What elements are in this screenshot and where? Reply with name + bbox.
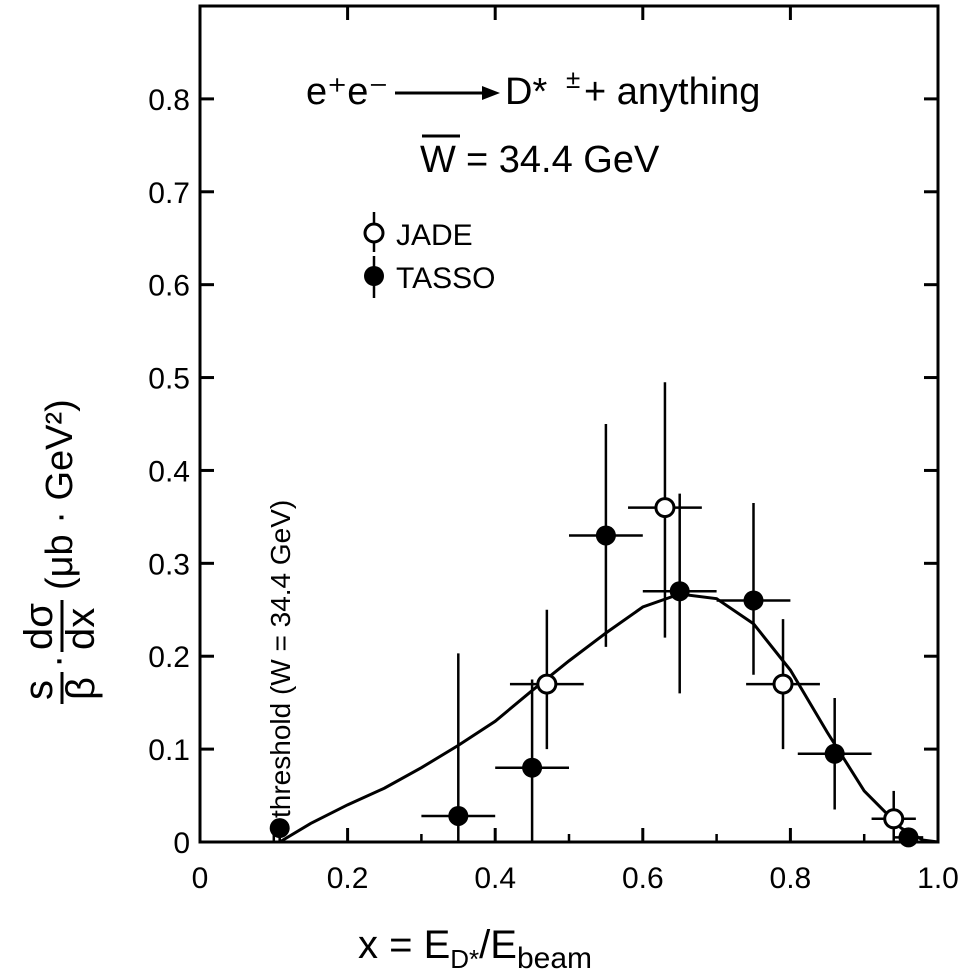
y-tick-label: 0.4 xyxy=(148,455,190,488)
y-label-d-den: dx xyxy=(59,608,103,650)
x-tick-label: 0 xyxy=(192,862,209,895)
x-label-sub2: beam xyxy=(517,942,592,975)
plot-frame xyxy=(198,4,940,844)
tasso-point xyxy=(522,757,543,778)
legend-tasso-marker xyxy=(364,266,384,286)
y-label-d-num: dσ xyxy=(17,603,61,650)
tasso-point xyxy=(595,525,616,546)
legend: JADE TASSO xyxy=(363,212,495,298)
y-tick-label: 0.2 xyxy=(148,641,190,674)
legend-jade-label: JADE xyxy=(396,219,473,252)
title-line2-symbol: W xyxy=(420,139,456,181)
y-label-numerator: s xyxy=(17,680,61,700)
y-tick-label: 0.7 xyxy=(148,177,190,210)
data-points xyxy=(269,382,924,848)
fit-curve xyxy=(278,592,939,844)
title-charge: ± xyxy=(566,64,580,94)
tasso-point xyxy=(448,805,469,826)
x-tick-label: 1.0 xyxy=(917,862,959,895)
legend-jade-marker xyxy=(363,222,385,244)
tasso-point xyxy=(669,581,690,602)
axis-ticks xyxy=(198,6,940,844)
jade-point xyxy=(883,808,905,830)
y-label-dot: · xyxy=(35,655,79,668)
y-tick-label: 0 xyxy=(173,827,190,860)
title-rest: + anything xyxy=(584,71,760,113)
x-axis-label: x = ED*/Ebeam xyxy=(358,923,592,975)
x-tick-label: 0.6 xyxy=(622,862,664,895)
title-arrow-head xyxy=(482,86,500,100)
jade-point xyxy=(654,497,676,519)
legend-tasso-label: TASSO xyxy=(396,262,495,295)
title-product: D* xyxy=(505,71,547,113)
x-label-sub1: D* xyxy=(450,944,479,974)
y-label-denominator: β xyxy=(59,677,103,700)
x-tick-label: 0.2 xyxy=(327,862,369,895)
title-line2-rest: = 34.4 GeV xyxy=(466,139,660,181)
y-tick-label: 0.1 xyxy=(148,734,190,767)
threshold-label: threshold (W = 34.4 GeV) xyxy=(265,500,296,818)
y-tick-label: 0.6 xyxy=(148,270,190,303)
tick-labels: 0 0.2 0.4 0.6 0.8 1.0 0 0.1 0.2 0.3 0.4 0.5 0.6 0.7 0.… xyxy=(148,84,959,895)
tasso-point xyxy=(824,743,845,764)
jade-point xyxy=(772,673,794,695)
x-tick-label: 0.8 xyxy=(770,862,812,895)
y-axis-label: s β · dσ dx (μb · GeV²) xyxy=(17,399,103,704)
y-tick-label: 0.5 xyxy=(148,363,190,396)
x-label-prefix: x = E xyxy=(358,923,450,967)
fit-curve-layer xyxy=(278,592,939,844)
jade-point xyxy=(536,673,558,695)
y-tick-label: 0.8 xyxy=(148,84,190,117)
tasso-point xyxy=(743,590,764,611)
y-tick-label: 0.3 xyxy=(148,548,190,581)
x-label-mid: /E xyxy=(479,923,517,967)
chart-title-line1: e⁺e⁻ xyxy=(306,71,388,113)
title-reaction: e⁺e⁻ xyxy=(306,71,388,113)
x-tick-label: 0.4 xyxy=(474,862,516,895)
tasso-point xyxy=(898,827,919,848)
y-label-units: (μb · GeV²) xyxy=(39,399,81,590)
